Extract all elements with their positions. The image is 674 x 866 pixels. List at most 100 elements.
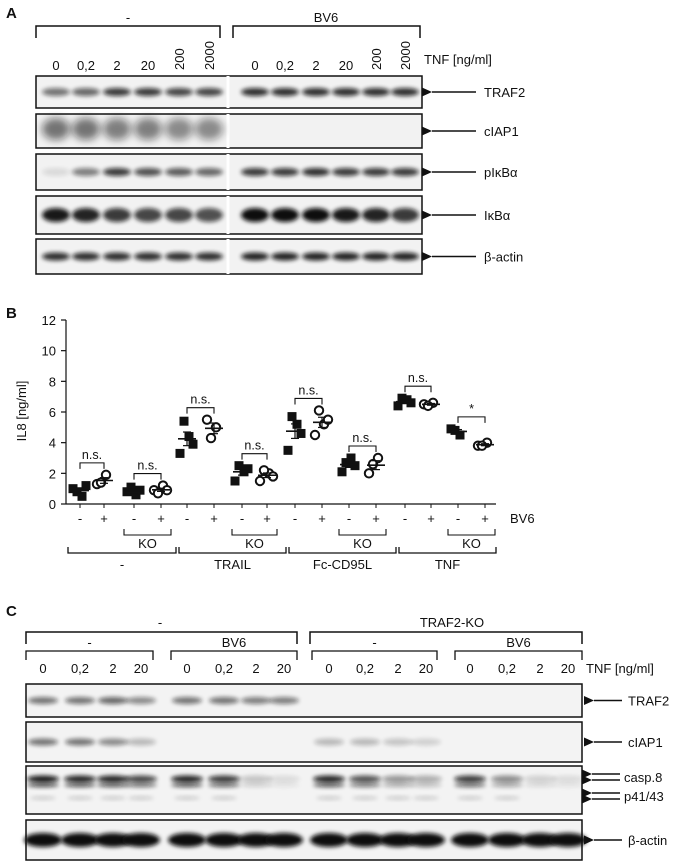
- point-bv6-minus: [346, 453, 356, 463]
- dose-label: 0,2: [77, 58, 95, 73]
- panel-b-letter: B: [6, 305, 17, 322]
- band: [103, 252, 131, 261]
- dose-label: 200: [172, 48, 187, 70]
- x-tick-label: +: [263, 511, 271, 526]
- dose-label: 0: [251, 58, 258, 73]
- point-bv6-minus: [455, 430, 465, 440]
- significance-bracket: [241, 453, 268, 460]
- point-bv6-plus: [205, 432, 217, 444]
- point-bv6-minus: [179, 416, 189, 426]
- band: [28, 697, 58, 704]
- band: [100, 796, 126, 800]
- band: [172, 697, 202, 704]
- band: [271, 252, 299, 261]
- blot-label-pikba: pIκBα: [484, 165, 518, 180]
- band: [165, 252, 193, 261]
- band: [24, 833, 62, 847]
- blot-label-traf2: TRAF2: [628, 694, 669, 709]
- band: [524, 783, 556, 787]
- band: [382, 775, 414, 783]
- stimulus-label: TNF: [435, 557, 460, 572]
- band: [362, 252, 390, 261]
- panel-a-dose-labels: 0 0,2 2 20 200 2000 0 0,2 2 20 200 2000: [52, 41, 413, 73]
- x-tick-label: +: [157, 511, 165, 526]
- ko-label: KO: [353, 536, 372, 551]
- point-bv6-plus: [313, 405, 325, 416]
- point-bv6-minus: [397, 393, 407, 403]
- point-bv6-minus: [81, 481, 91, 491]
- band: [488, 833, 526, 847]
- point-bv6-plus: [254, 475, 266, 487]
- band: [362, 88, 390, 96]
- band: [451, 833, 489, 847]
- band: [552, 783, 584, 787]
- x-tick-label: -: [240, 511, 244, 526]
- band: [407, 833, 445, 847]
- blot-casp8: [25, 765, 583, 815]
- band: [208, 783, 240, 787]
- significance-label: n.s.: [408, 371, 428, 385]
- band: [316, 796, 342, 800]
- panel-a-bracket-minus: [35, 25, 221, 38]
- band: [265, 833, 303, 847]
- band: [211, 796, 237, 800]
- band: [314, 738, 344, 746]
- dose-label: 0,2: [71, 661, 89, 676]
- point-bv6-minus: [72, 487, 82, 497]
- bv6-axis-label: BV6: [510, 511, 535, 526]
- blot-ciap1: [25, 721, 583, 763]
- panel-a-group-minus: -: [126, 10, 130, 25]
- band: [64, 783, 96, 787]
- band: [72, 118, 100, 140]
- band: [269, 697, 299, 704]
- x-tick-label: +: [318, 511, 326, 526]
- y-tick-label: 12: [42, 313, 56, 328]
- panel-c-group-ko: TRAF2-KO: [420, 615, 484, 630]
- dose-label: 20: [561, 661, 575, 676]
- band: [491, 775, 523, 783]
- stimulus-bracket: [288, 547, 397, 554]
- x-tick-label: -: [185, 511, 189, 526]
- band: [524, 775, 556, 783]
- significance-label: n.s.: [298, 383, 318, 397]
- band: [64, 775, 96, 783]
- point-bv6-minus: [184, 432, 194, 442]
- y-tick-label: 10: [42, 344, 56, 359]
- band: [126, 738, 156, 746]
- significance-bracket: [133, 473, 162, 480]
- point-bv6-minus: [283, 445, 293, 455]
- band: [302, 208, 330, 222]
- band: [94, 833, 132, 847]
- panel-a-bracket-bv6: [232, 25, 421, 38]
- band: [302, 168, 330, 176]
- band: [391, 252, 419, 261]
- panel-a-tnf-label: TNF [ng/ml]: [424, 52, 492, 67]
- band: [165, 118, 193, 140]
- significance-label: n.s.: [190, 393, 210, 407]
- band: [271, 88, 299, 96]
- panel-c-blots: TRAF2 cIAP1 casp.8 p41/43 β-actin: [24, 683, 669, 861]
- point-bv6-plus: [100, 469, 112, 481]
- dose-label: 20: [339, 58, 353, 73]
- significance-label: n.s.: [352, 431, 372, 445]
- band: [332, 88, 360, 96]
- ko-label: KO: [245, 536, 264, 551]
- panel-c-letter: C: [6, 603, 17, 620]
- band: [413, 796, 439, 800]
- blot-label-traf2: TRAF2: [484, 85, 525, 100]
- ko-label: KO: [462, 536, 481, 551]
- band: [241, 88, 269, 96]
- band: [195, 88, 223, 96]
- band: [302, 252, 330, 261]
- subgroup-bracket: [25, 650, 154, 660]
- ko-label: KO: [138, 536, 157, 551]
- y-tick-label: 0: [49, 497, 56, 512]
- point-bv6-minus: [126, 482, 136, 492]
- band: [171, 783, 203, 787]
- dose-label: 2: [312, 58, 319, 73]
- panel-c-group-wt: -: [158, 615, 162, 630]
- band: [332, 252, 360, 261]
- band: [174, 796, 200, 800]
- panel-a-letter: A: [6, 5, 17, 22]
- dose-label: 20: [277, 661, 291, 676]
